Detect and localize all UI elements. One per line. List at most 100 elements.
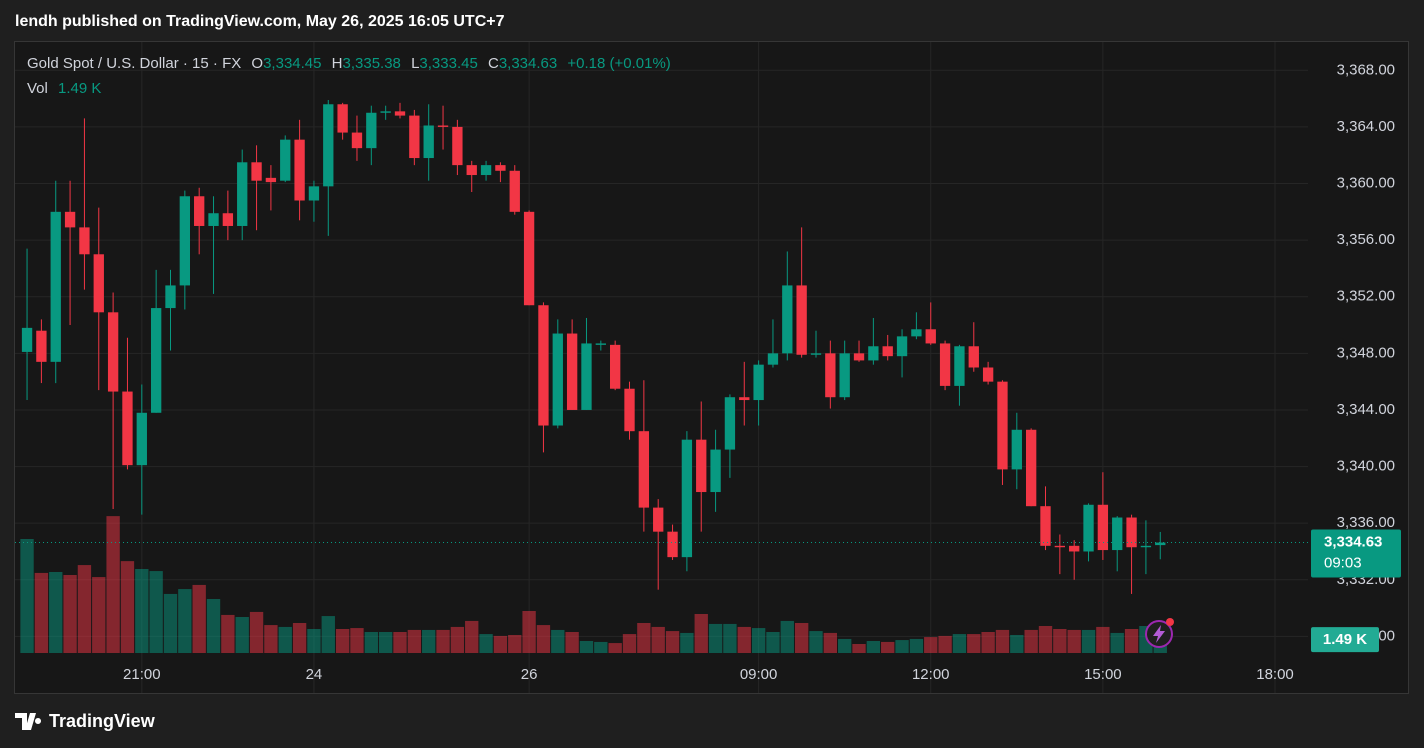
candle-body <box>21 327 33 352</box>
candle-body <box>1011 429 1022 470</box>
brand-logo <box>15 713 42 730</box>
volume-bar <box>708 623 723 653</box>
x-tick-label: 09:00 <box>740 666 778 683</box>
candle-body <box>1025 429 1037 507</box>
candle-body <box>1069 545 1080 552</box>
candle-body <box>308 186 320 201</box>
candle-body <box>710 449 721 493</box>
candle-body <box>179 196 191 286</box>
alert-icon[interactable] <box>1145 618 1174 648</box>
symbol-title: Gold Spot / U.S. Dollar · 15 · FX <box>27 55 241 72</box>
x-tick-label: 12:00 <box>912 666 950 683</box>
candle-body <box>624 388 635 432</box>
volume-bar <box>378 632 393 653</box>
candle-body <box>925 329 936 344</box>
candle-body <box>509 170 520 212</box>
volume-bar <box>565 632 579 653</box>
volume-bar <box>436 629 450 653</box>
x-tick-label: 18:00 <box>1256 666 1294 683</box>
volume-bar <box>981 632 995 653</box>
candle-body <box>868 346 879 361</box>
y-tick-label: 3,344.00 <box>1337 401 1395 418</box>
candle-body <box>638 431 650 508</box>
volume-bar <box>794 623 809 653</box>
candle-body <box>466 165 477 176</box>
candle-body <box>882 346 893 357</box>
brand-name: TradingView <box>49 711 156 731</box>
candle-body <box>50 211 61 362</box>
y-tick-label: 3,336.00 <box>1337 514 1395 531</box>
candle-body <box>667 531 678 558</box>
candle-body <box>280 139 291 181</box>
x-tick-label: 26 <box>521 666 538 683</box>
candle-body <box>237 162 248 226</box>
volume-bar <box>321 616 335 653</box>
x-tick-label: 15:00 <box>1084 666 1122 683</box>
x-tick-label: 24 <box>306 666 323 683</box>
candle-body <box>681 439 693 558</box>
volume-bar <box>465 620 479 653</box>
open-value: 3,334.45 <box>263 55 321 72</box>
volume-bar <box>135 569 149 653</box>
candle-body <box>122 391 133 466</box>
volume-bar <box>665 631 680 653</box>
volume-bar <box>881 641 895 653</box>
volume-bar <box>192 584 206 653</box>
candle-body <box>394 111 406 116</box>
candle-body <box>294 139 305 201</box>
volume-bar <box>163 593 178 653</box>
volume-bar <box>221 614 235 653</box>
volume-bar <box>479 634 493 653</box>
volume-bar <box>737 626 751 653</box>
volume-bar <box>393 632 407 653</box>
y-tick-label: 3,364.00 <box>1337 118 1395 135</box>
volume-badge <box>1311 627 1379 653</box>
volume-bar <box>551 629 565 653</box>
candles <box>15 100 1308 594</box>
candle-body <box>724 397 736 450</box>
candle-body <box>79 227 90 255</box>
volume-bar <box>723 623 737 653</box>
low-value: 3,333.45 <box>419 55 477 72</box>
badges: 3,334.63 09:03 1.49 K <box>1311 529 1401 653</box>
candle-body <box>1083 504 1094 552</box>
candle-body <box>1112 517 1123 551</box>
volume-bar <box>1110 632 1124 653</box>
candle-body <box>495 165 506 171</box>
candle-body <box>911 329 922 337</box>
volume-bar <box>594 641 608 653</box>
candle-body <box>782 285 793 354</box>
y-tick-label: 3,356.00 <box>1337 231 1395 248</box>
candle-body <box>653 507 664 532</box>
alert-dot <box>1166 618 1174 626</box>
volume-bar <box>1096 626 1110 653</box>
candle-body <box>409 115 420 159</box>
volume-bar <box>178 589 192 653</box>
candle-body <box>581 343 592 410</box>
volume-bar <box>120 561 135 653</box>
candle-body <box>810 353 822 355</box>
y-tick-label: 3,352.00 <box>1337 288 1395 305</box>
candle-body <box>222 213 234 226</box>
brand[interactable]: TradingView <box>15 711 156 731</box>
candle-body <box>194 196 205 226</box>
volume-bar <box>92 577 106 653</box>
candle-body <box>839 353 850 398</box>
candle-body <box>208 213 219 226</box>
volume-bar <box>909 638 924 653</box>
volume-bar <box>751 628 766 653</box>
volume-bar <box>838 638 852 653</box>
volume-bar <box>938 635 952 653</box>
volume-legend: Vol 1.49 K <box>27 80 101 97</box>
volume-bar <box>895 640 909 653</box>
volume-bar <box>450 626 465 653</box>
volume-bar <box>995 629 1010 653</box>
candle-body <box>452 126 463 166</box>
volume-bar <box>63 575 77 653</box>
legend: Gold Spot / U.S. Dollar · 15 · FX O3,334… <box>27 55 671 72</box>
candle-body <box>150 308 162 413</box>
candle-body <box>351 132 363 149</box>
candle-body <box>64 211 76 228</box>
candle-body <box>1040 506 1051 546</box>
